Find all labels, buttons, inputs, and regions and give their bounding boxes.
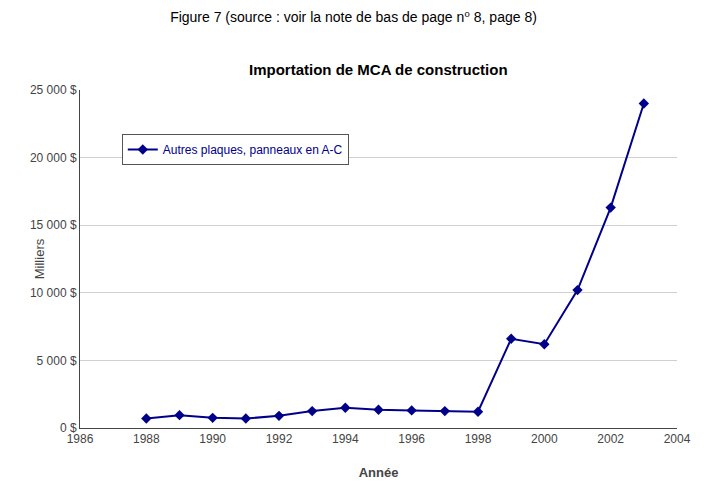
svg-text:15 000 $: 15 000 $ <box>30 218 77 232</box>
svg-text:5 000 $: 5 000 $ <box>37 354 77 368</box>
svg-text:1994: 1994 <box>332 432 359 446</box>
svg-text:1996: 1996 <box>398 432 425 446</box>
svg-text:2000: 2000 <box>531 432 558 446</box>
svg-text:1986: 1986 <box>67 432 94 446</box>
svg-text:20 000 $: 20 000 $ <box>30 151 77 165</box>
svg-text:0 $: 0 $ <box>60 421 77 435</box>
svg-text:1998: 1998 <box>465 432 492 446</box>
svg-text:1988: 1988 <box>133 432 160 446</box>
svg-text:1990: 1990 <box>199 432 226 446</box>
svg-text:Année: Année <box>359 465 399 480</box>
svg-text:Autres plaques, panneaux en A-: Autres plaques, panneaux en A-C <box>163 143 343 157</box>
svg-text:1992: 1992 <box>266 432 293 446</box>
svg-text:2004: 2004 <box>664 432 691 446</box>
svg-text:10 000 $: 10 000 $ <box>30 286 77 300</box>
svg-text:25 000 $: 25 000 $ <box>30 83 77 97</box>
svg-text:Importation de MCA de construc: Importation de MCA de construction <box>249 61 508 78</box>
svg-text:Figure 7 (source : voir la not: Figure 7 (source : voir la note de bas d… <box>170 9 537 25</box>
svg-text:Milliers: Milliers <box>32 238 47 279</box>
svg-text:2002: 2002 <box>597 432 624 446</box>
